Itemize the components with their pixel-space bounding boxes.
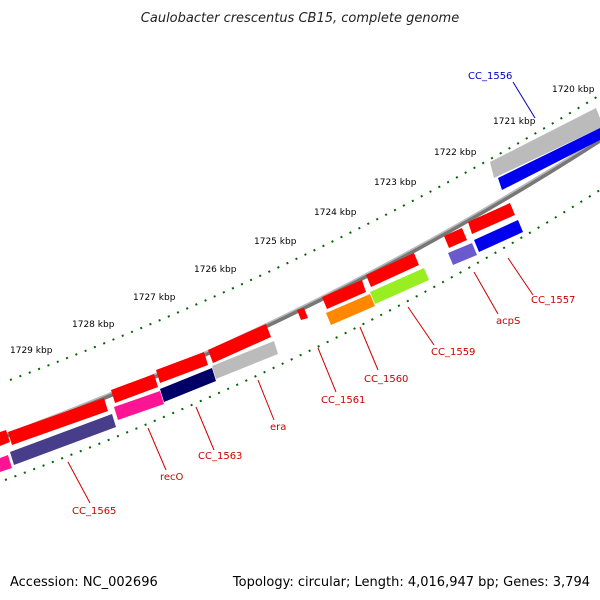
genome-backbone-highlight [0,137,600,437]
gene-label[interactable]: CC_1559 [431,347,475,358]
tick-label: 1722 kbp [434,148,477,158]
gene-label[interactable]: CC_1565 [72,506,116,517]
tick-label: 1723 kbp [374,178,417,188]
tick-label: 1721 kbp [493,117,536,127]
gene-label[interactable]: recO [160,472,184,483]
tick-label: 1727 kbp [133,293,176,303]
map-title: Caulobacter crescentus CB15, complete ge… [141,11,459,26]
gene-label[interactable]: acpS [496,316,520,327]
gene-labels: CC_1556 CC_1557 acpS CC_1559 CC_1560 CC_… [72,71,575,517]
tick-labels: 1720 kbp 1721 kbp 1722 kbp 1723 kbp 1724… [10,85,595,356]
tick-label: 1726 kbp [194,265,237,275]
callout-lines [67,81,536,504]
accession-text: Accession: NC_002696 [10,575,158,590]
gene-label[interactable]: CC_1561 [321,395,365,406]
gene-label[interactable]: era [270,422,286,433]
outer-tick-ring [9,94,600,381]
gene-label[interactable]: CC_1563 [198,451,242,462]
gene-blocks-inner[interactable] [0,220,523,472]
tick-label: 1728 kbp [72,320,115,330]
genome-summary-text: Topology: circular; Length: 4,016,947 bp… [232,575,590,590]
gene-label[interactable]: CC_1557 [531,295,575,306]
tick-label: 1724 kbp [314,208,357,218]
gene-label[interactable]: CC_1556 [468,71,512,82]
gene-block-cc1556[interactable] [490,108,600,190]
tick-label: 1720 kbp [552,85,595,95]
gene-label[interactable]: CC_1560 [364,374,408,385]
cds-arrows[interactable] [0,203,515,446]
tick-label: 1725 kbp [254,237,297,247]
tick-label: 1729 kbp [10,346,53,356]
